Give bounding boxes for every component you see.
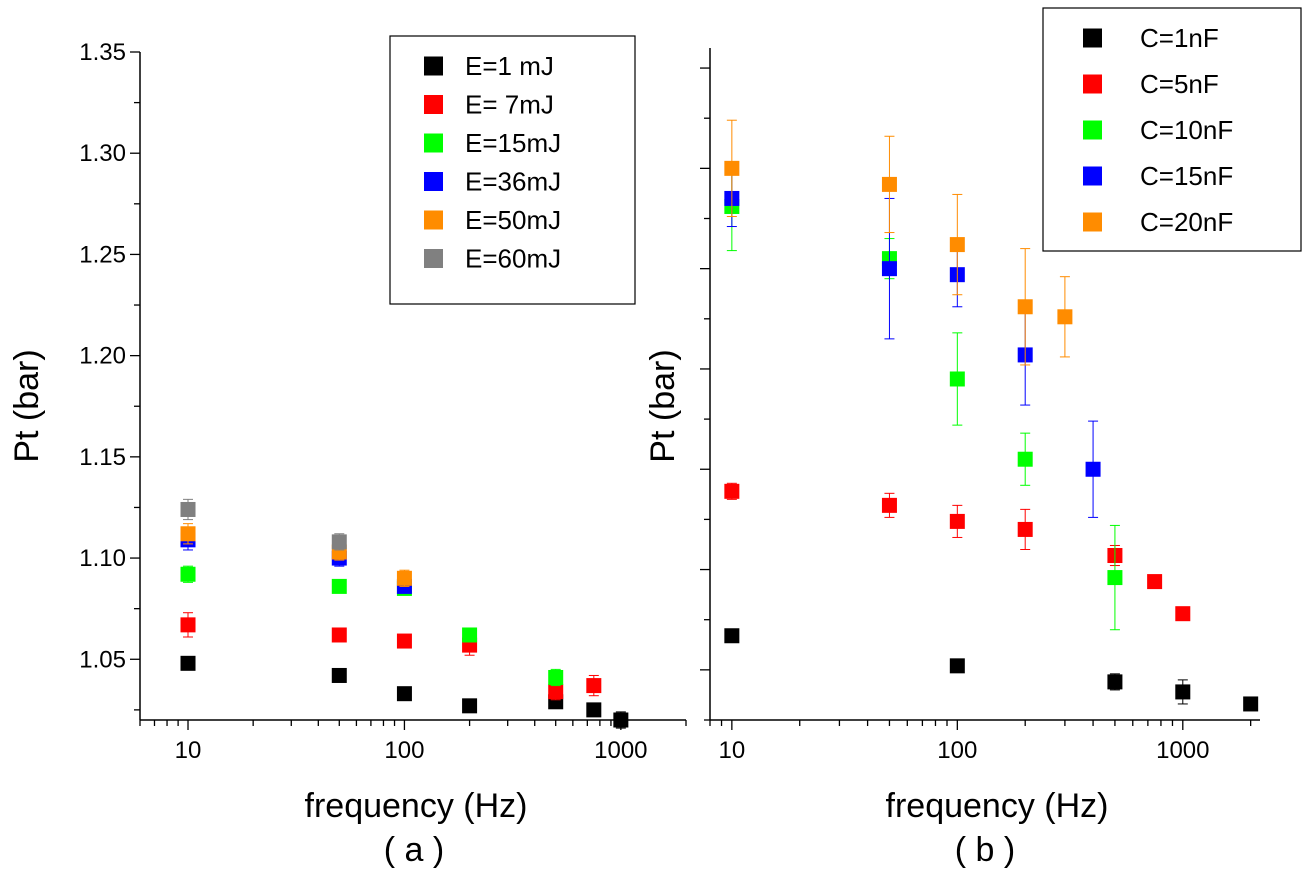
series-2 [180,565,564,687]
data-point [331,627,347,643]
data-point [1175,606,1191,622]
y-tick-label: 1.30 [79,140,126,167]
data-point [1017,299,1033,315]
data-point [586,678,602,694]
y-axis-title: Pt (bar) [644,349,682,462]
y-tick-label: 1.15 [79,444,126,471]
legend-marker [424,95,443,114]
y-tick-label: 1.20 [79,343,126,370]
y-tick-label: 1.05 [79,646,126,673]
data-point [331,667,347,683]
series-0 [724,628,1259,712]
y-tick-label: 1.25 [79,241,126,268]
panel-a-chart: 10 100 1000 1.05 1.10 1.15 1.20 1.25 1.30 1.35 Pt … [8,35,687,869]
data-point [548,684,564,700]
data-point [586,702,602,718]
legend-label: E=50mJ [465,205,561,235]
series-1 [180,612,602,701]
data-point [1175,684,1191,700]
legend: C=1nF C=5nF C=10nF C=15nF C=20nF [1042,7,1302,252]
data-point [881,176,897,192]
data-point [1017,451,1033,467]
data-point [396,686,412,702]
data-point [462,698,478,714]
legend-label: E= 7mJ [465,90,554,120]
data-point [548,669,564,685]
data-point [1243,696,1259,712]
y-tick-label: 1.10 [79,545,126,572]
x-tick-label: 100 [384,737,424,764]
data-point [396,633,412,649]
legend-label: C=15nF [1140,161,1233,191]
series-1 [724,482,1191,622]
legend-marker [424,249,443,268]
data-point [180,655,196,671]
legend-label: E=15mJ [465,128,561,158]
series-4 [180,523,412,587]
series-3 [180,529,412,594]
data-point [949,513,965,529]
data-point [180,566,196,582]
x-tick-label: 100 [937,737,977,764]
panel-caption: ( a ) [384,831,444,869]
data-point [949,658,965,674]
data-point [331,534,347,550]
data-point [1057,309,1073,325]
x-axis-title: frequency (Hz) [886,787,1109,825]
panel-caption: ( b ) [955,831,1015,869]
data-point [1107,570,1123,586]
legend-label: C=1nF [1140,23,1219,53]
legend-marker [1083,28,1102,48]
legend-marker [1083,120,1102,140]
legend: E=1 mJ E= 7mJ E=15mJ E=36mJ E=50mJ E=60mJ [389,35,636,305]
legend-marker [424,210,443,230]
x-tick-label: 1000 [1156,737,1209,764]
legend-marker [1083,166,1102,186]
data-point [331,578,347,594]
x-tick-label: 10 [718,737,745,764]
series-4 [724,119,1073,366]
series-5 [180,498,347,551]
data-point [613,712,629,728]
data-point [1085,461,1101,477]
y-axis-title: Pt (bar) [8,349,46,462]
legend-label: C=5nF [1140,69,1219,99]
data-point [1147,574,1163,590]
x-tick-label: 10 [175,737,202,764]
data-point [881,497,897,513]
panel-b-chart: 10 100 1000 Pt (bar) frequency (Hz) ( b ) C=1n… [644,7,1302,869]
legend-label: C=10nF [1140,115,1233,145]
legend-marker [1083,212,1102,232]
legend-label: C=20nF [1140,207,1233,237]
data-point [462,627,478,643]
data-point [881,261,897,277]
x-tick-label: 1000 [594,737,647,764]
legend-label: E=36mJ [465,167,561,197]
data-point [724,628,740,644]
data-point [949,371,965,387]
data-point [949,237,965,253]
legend-marker [1083,74,1102,94]
data-point [180,617,196,633]
legend-marker [424,56,443,76]
data-point [724,483,740,499]
legend-marker [424,133,443,153]
data-point [724,160,740,176]
data-point [180,501,196,517]
data-point [396,570,412,586]
legend-marker [424,172,443,191]
x-axis-title: frequency (Hz) [305,787,528,825]
y-tick-label: 1.35 [79,39,126,66]
legend-label: E=60mJ [465,244,561,274]
data-point [1017,521,1033,537]
data-point [1107,674,1123,690]
data-point [180,526,196,542]
legend-label: E=1 mJ [465,51,554,81]
